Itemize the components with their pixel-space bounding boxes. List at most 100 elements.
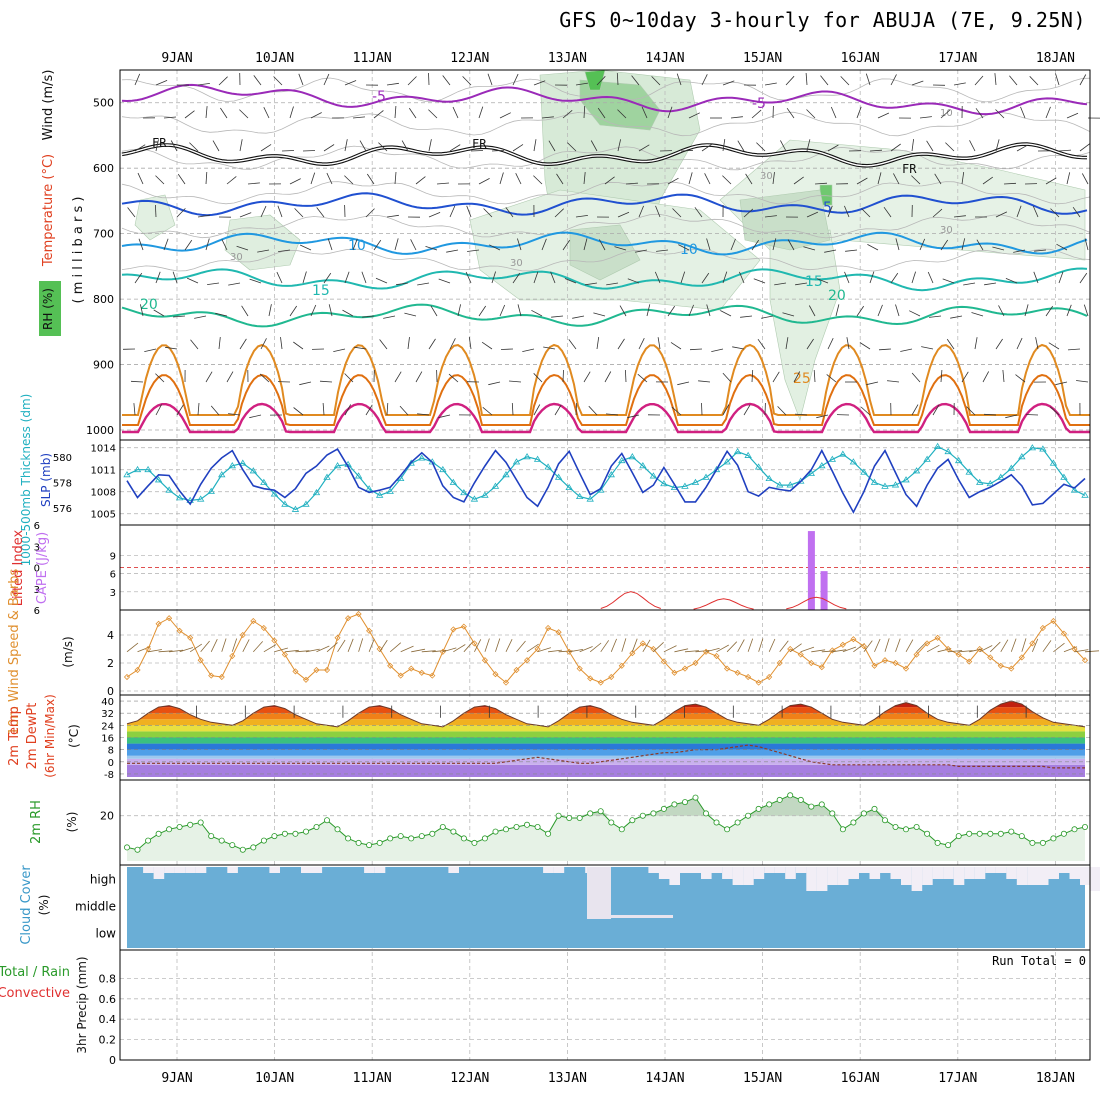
wind10-point: [292, 668, 299, 675]
rh2m-point: [145, 837, 152, 844]
wind-barb: [677, 381, 690, 386]
rh-contour-label: 30: [760, 171, 773, 182]
cloud-gap: [1090, 867, 1100, 891]
wind10-point: [724, 665, 731, 672]
wind-barb: [583, 172, 586, 185]
wind10-barb: [231, 638, 238, 652]
wind10-point: [229, 652, 236, 660]
thickness-point: [744, 451, 752, 458]
wind10-point: [934, 634, 941, 641]
wind-barb: [508, 380, 522, 383]
thickness-point: [828, 455, 837, 462]
cloud-gap: [374, 867, 386, 873]
cape-bar: [807, 531, 815, 610]
wind-barb: [302, 271, 307, 284]
thickness-point: [502, 471, 510, 478]
wind-barb: [1016, 144, 1028, 152]
rh2m-point: [839, 826, 846, 833]
wind-barb: [678, 244, 690, 251]
rh2m-point: [755, 805, 762, 812]
wind10-point: [713, 652, 720, 660]
thickness-point: [312, 488, 321, 496]
wind-barb: [428, 139, 432, 152]
rh2m-point: [387, 835, 394, 842]
wind10-barb: [937, 648, 952, 653]
wind-barb: [887, 380, 900, 383]
y-tick-label: 800: [93, 293, 114, 306]
wind10-barb: [526, 643, 539, 653]
wind10-barb: [811, 649, 826, 653]
cape-bar: [820, 571, 828, 610]
wind-barb: [617, 338, 625, 350]
date-label-top: 17JAN: [938, 51, 977, 66]
wind10-point: [166, 615, 173, 622]
wind-barb: [1050, 208, 1060, 218]
wind10-point: [187, 634, 194, 641]
wind-barb: [627, 278, 640, 284]
thickness-point: [302, 500, 310, 507]
wind10-point: [481, 657, 488, 664]
wind-barb: [1009, 75, 1018, 86]
wind-barb: [564, 278, 577, 284]
date-label-bottom: 13JAN: [548, 1071, 587, 1086]
wind10-series-line: [126, 613, 1086, 684]
wind-barb: [720, 310, 732, 317]
wind-barb: [567, 142, 577, 152]
wind-barb: [701, 74, 708, 86]
temp-series-line: [126, 700, 1086, 728]
cloud-gap: [732, 867, 744, 885]
wind-barb: [774, 282, 787, 286]
wind10-tick-label: 0: [107, 685, 114, 698]
wind10-point: [755, 679, 762, 686]
li-tick-label: 6: [34, 606, 40, 617]
isotherm-line: [121, 231, 1088, 256]
wind10-point: [355, 610, 362, 618]
wind-barb: [722, 175, 732, 185]
wind-barb: [362, 315, 375, 318]
thickness-point: [891, 481, 900, 488]
wind-barb: [761, 315, 774, 319]
wind-barb: [921, 346, 934, 350]
wind-barb: [478, 178, 490, 185]
cloud-gap: [269, 867, 280, 873]
rh2m-point: [797, 796, 804, 803]
li-tick-label: 3: [34, 542, 40, 553]
rh-shade-region: [769, 229, 841, 422]
wind-barb: [730, 238, 736, 251]
rh2m-point: [1039, 839, 1046, 846]
wind-barb: [186, 277, 199, 284]
wind-barb: [176, 208, 186, 218]
wind-barb: [911, 80, 924, 86]
precip-total-label: Total / Rain: [0, 965, 70, 980]
wind-barb: [361, 271, 367, 284]
li-axis-label: Lifted Index: [11, 529, 26, 606]
wind-barb: [386, 214, 399, 218]
wind-barb: [631, 75, 640, 86]
wind-barb: [934, 173, 942, 185]
wind-barb: [971, 312, 984, 317]
wind-barb: [215, 312, 228, 317]
thickness-point: [860, 468, 868, 475]
wind-barb: [499, 112, 511, 119]
wind10-barb: [674, 648, 689, 653]
wind-barb: [969, 140, 976, 152]
wind-barb: [878, 348, 892, 351]
rh2m-point: [513, 824, 520, 831]
wind-barb: [745, 173, 753, 185]
wind-barb: [698, 380, 711, 383]
slp-tick-label: 1005: [91, 510, 116, 521]
rh2m-point: [1071, 826, 1078, 833]
wind10-point: [513, 666, 520, 674]
wind-barb: [732, 346, 745, 350]
thickness-tick-label: 576: [53, 504, 72, 515]
wind10-barb: [411, 648, 426, 653]
rh2m-point: [502, 826, 509, 833]
wind-barb: [428, 109, 438, 119]
wind-barb: [130, 380, 144, 383]
rh2m-point: [734, 819, 741, 826]
wind-barb: [743, 208, 754, 218]
wind-barb: [617, 211, 630, 218]
wind10-barb: [400, 645, 414, 653]
rh2m-point: [587, 810, 594, 817]
wind-barb: [835, 304, 840, 317]
